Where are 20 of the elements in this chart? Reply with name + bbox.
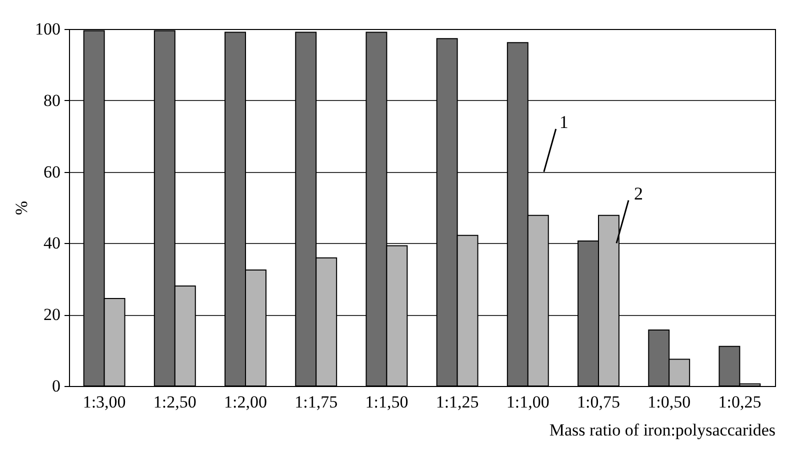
x-tick-label: 1:1,50 <box>365 392 408 412</box>
y-tick-label: 0 <box>52 376 60 396</box>
x-tick-label: 1:2,50 <box>153 392 196 412</box>
x-axis-title: Mass ratio of iron:polysaccarides <box>549 420 776 440</box>
x-tick-label: 1:3,00 <box>82 392 126 412</box>
x-tick-label: 1:2,00 <box>224 392 267 412</box>
y-tick-label: 80 <box>44 90 60 110</box>
x-tick-label: 1:1,00 <box>506 392 550 412</box>
y-tick-label: 100 <box>35 20 60 38</box>
series-label: 1 <box>559 112 568 132</box>
x-tick-label: 1:0,75 <box>577 392 620 412</box>
x-tick-label: 1:1,25 <box>436 392 479 412</box>
x-tick-label: 1:0,50 <box>648 392 691 412</box>
y-tick-label: 60 <box>44 162 60 182</box>
y-axis-title: % <box>12 200 31 216</box>
x-tick-label: 1:1,75 <box>294 392 338 412</box>
series-label: 2 <box>634 183 643 204</box>
x-tick-label: 1:0,25 <box>718 392 762 412</box>
y-tick-label: 40 <box>44 234 60 253</box>
y-tick-label: 20 <box>44 305 60 324</box>
